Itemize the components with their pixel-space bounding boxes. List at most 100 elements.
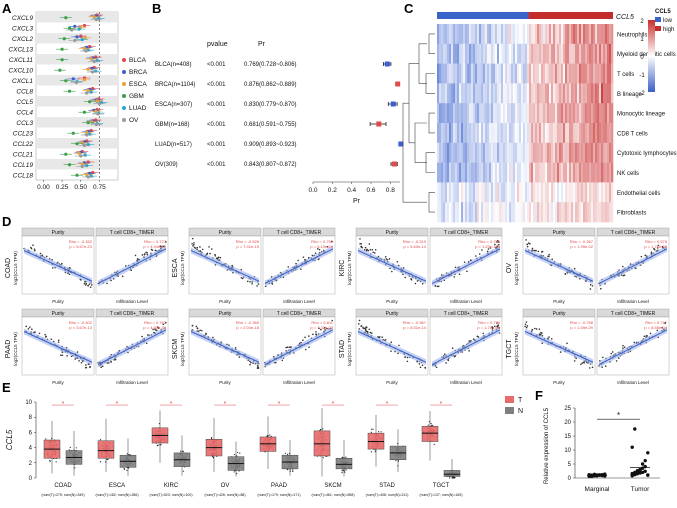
heat-cell [535,24,538,45]
scatter-point [320,328,322,331]
heat-cell [549,83,552,104]
heat-cell [511,123,514,144]
heat-cell [559,63,562,84]
heat-cell [581,123,584,144]
heat-cell [485,142,488,163]
heat-cell [603,43,606,64]
heat-cell [509,142,512,163]
scatter-point [246,280,249,283]
legend-label-OV: OV [129,117,139,124]
heat-cell [537,123,540,144]
heat-cell [575,103,578,124]
heat-cell [583,162,586,183]
heat-cell [557,24,560,45]
scatter-point [370,332,373,334]
heat-cell [553,83,556,104]
heat-cell [611,162,614,183]
heat-cell [561,24,564,45]
heat-cell [549,182,552,203]
heat-cell [463,24,466,45]
point-tumor [630,445,634,449]
fit-line [190,331,260,363]
scatter-point [547,337,549,340]
heat-cell [521,182,524,203]
heat-cell [531,43,534,64]
scatter-point [39,252,42,255]
heat-cell [485,83,488,104]
heat-cell [591,162,594,183]
heat-cell [563,123,566,144]
heat-cell [443,103,446,124]
heat-cell [529,83,532,104]
gene-label: CCL8 [16,88,33,95]
heat-cell [451,43,454,64]
heat-cell [505,83,508,104]
point-ESCA [86,67,90,71]
rho-label: Rho = 0.775 [478,320,501,325]
heat-cell [499,123,502,144]
heat-cell [599,162,602,183]
scatter-point [287,266,290,268]
jitter-point-normal [452,477,454,479]
heat-cell [587,63,590,84]
scatter-point [363,327,366,330]
heat-cell [527,83,530,104]
heat-cell [609,83,612,104]
point-tumor [638,467,642,472]
p-label: p = 7.32e-07 [310,325,333,330]
heat-cell [509,43,512,64]
jitter-point-normal [123,468,126,471]
heat-cell [523,162,526,183]
legend-label-ESCA: ESCA [129,81,147,88]
scatter-point [326,327,328,330]
heat-cell [507,162,510,183]
scatter-point [211,248,213,250]
heat-cell [483,142,486,163]
heat-cell [541,182,544,203]
row-pr: 0.909(0.893~0.923) [244,142,297,148]
heat-cell [491,24,494,45]
rho-label: Rho = 0.811 [311,320,333,325]
scatter-point [622,347,624,350]
scatter-point [156,326,159,328]
heat-cell [451,24,454,45]
heat-cell [545,182,548,203]
heat-cell [439,182,442,203]
heat-cell [503,142,506,163]
scatter-point [234,347,237,349]
heat-cell [541,43,544,64]
heat-cell [517,142,520,163]
heat-cell [451,182,454,203]
point-OV [92,59,96,64]
fit-line [23,250,93,282]
scatter-point [649,332,652,335]
heat-cell [483,83,486,104]
heat-cell [595,103,598,124]
heat-cell [457,162,460,183]
heat-cell [513,182,516,203]
heat-cell [513,142,516,163]
heat-cell [561,123,564,144]
heat-cell [505,123,508,144]
heat-cell [531,83,534,104]
legend-label-GBM: GBM [129,93,144,100]
heat-cell [569,83,572,104]
heat-cell [567,24,570,45]
heat-cell [599,123,602,144]
heat-cell [505,43,508,64]
heat-cell [557,83,560,104]
heat-cell [611,182,614,203]
row-pvalue: <0.001 [207,142,226,148]
scatter-point [84,284,87,286]
heat-cell [473,123,476,144]
jitter-point-normal [292,470,294,472]
scatter-point [51,267,54,269]
scatter-point [302,339,304,341]
rho-label: Rho = -0.452 [69,239,93,244]
heat-cell [439,202,442,223]
heat-cell [603,123,606,144]
heat-cell [581,202,584,223]
scatter-point [534,327,536,330]
heat-cell [597,162,600,183]
